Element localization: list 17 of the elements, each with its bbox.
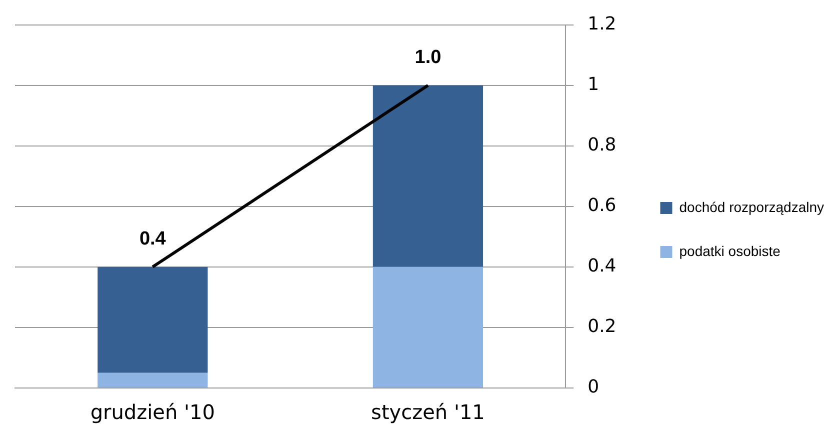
y-tick-label: 0.8 — [588, 134, 616, 156]
y-tick-label: 0.2 — [588, 316, 616, 338]
bar — [372, 85, 484, 267]
legend-label: podatki osobiste — [679, 242, 781, 259]
y-tick-label: 1 — [588, 74, 600, 96]
data-label: 1.0 — [414, 47, 442, 68]
x-tick-label: grudzień '10 — [90, 400, 215, 424]
x-tick-label: styczeń '11 — [371, 400, 485, 424]
y-tick-label: 0 — [588, 376, 600, 398]
y-tick-label: 0.6 — [588, 195, 616, 216]
bar — [98, 372, 208, 388]
bar — [98, 266, 208, 373]
data-label: 0.4 — [139, 228, 166, 250]
y-tick-label: 1.2 — [588, 13, 616, 34]
bar — [372, 266, 484, 388]
y-tick-label: 0.4 — [588, 256, 616, 277]
legend-label: dochód rozporządzalny — [679, 198, 824, 215]
